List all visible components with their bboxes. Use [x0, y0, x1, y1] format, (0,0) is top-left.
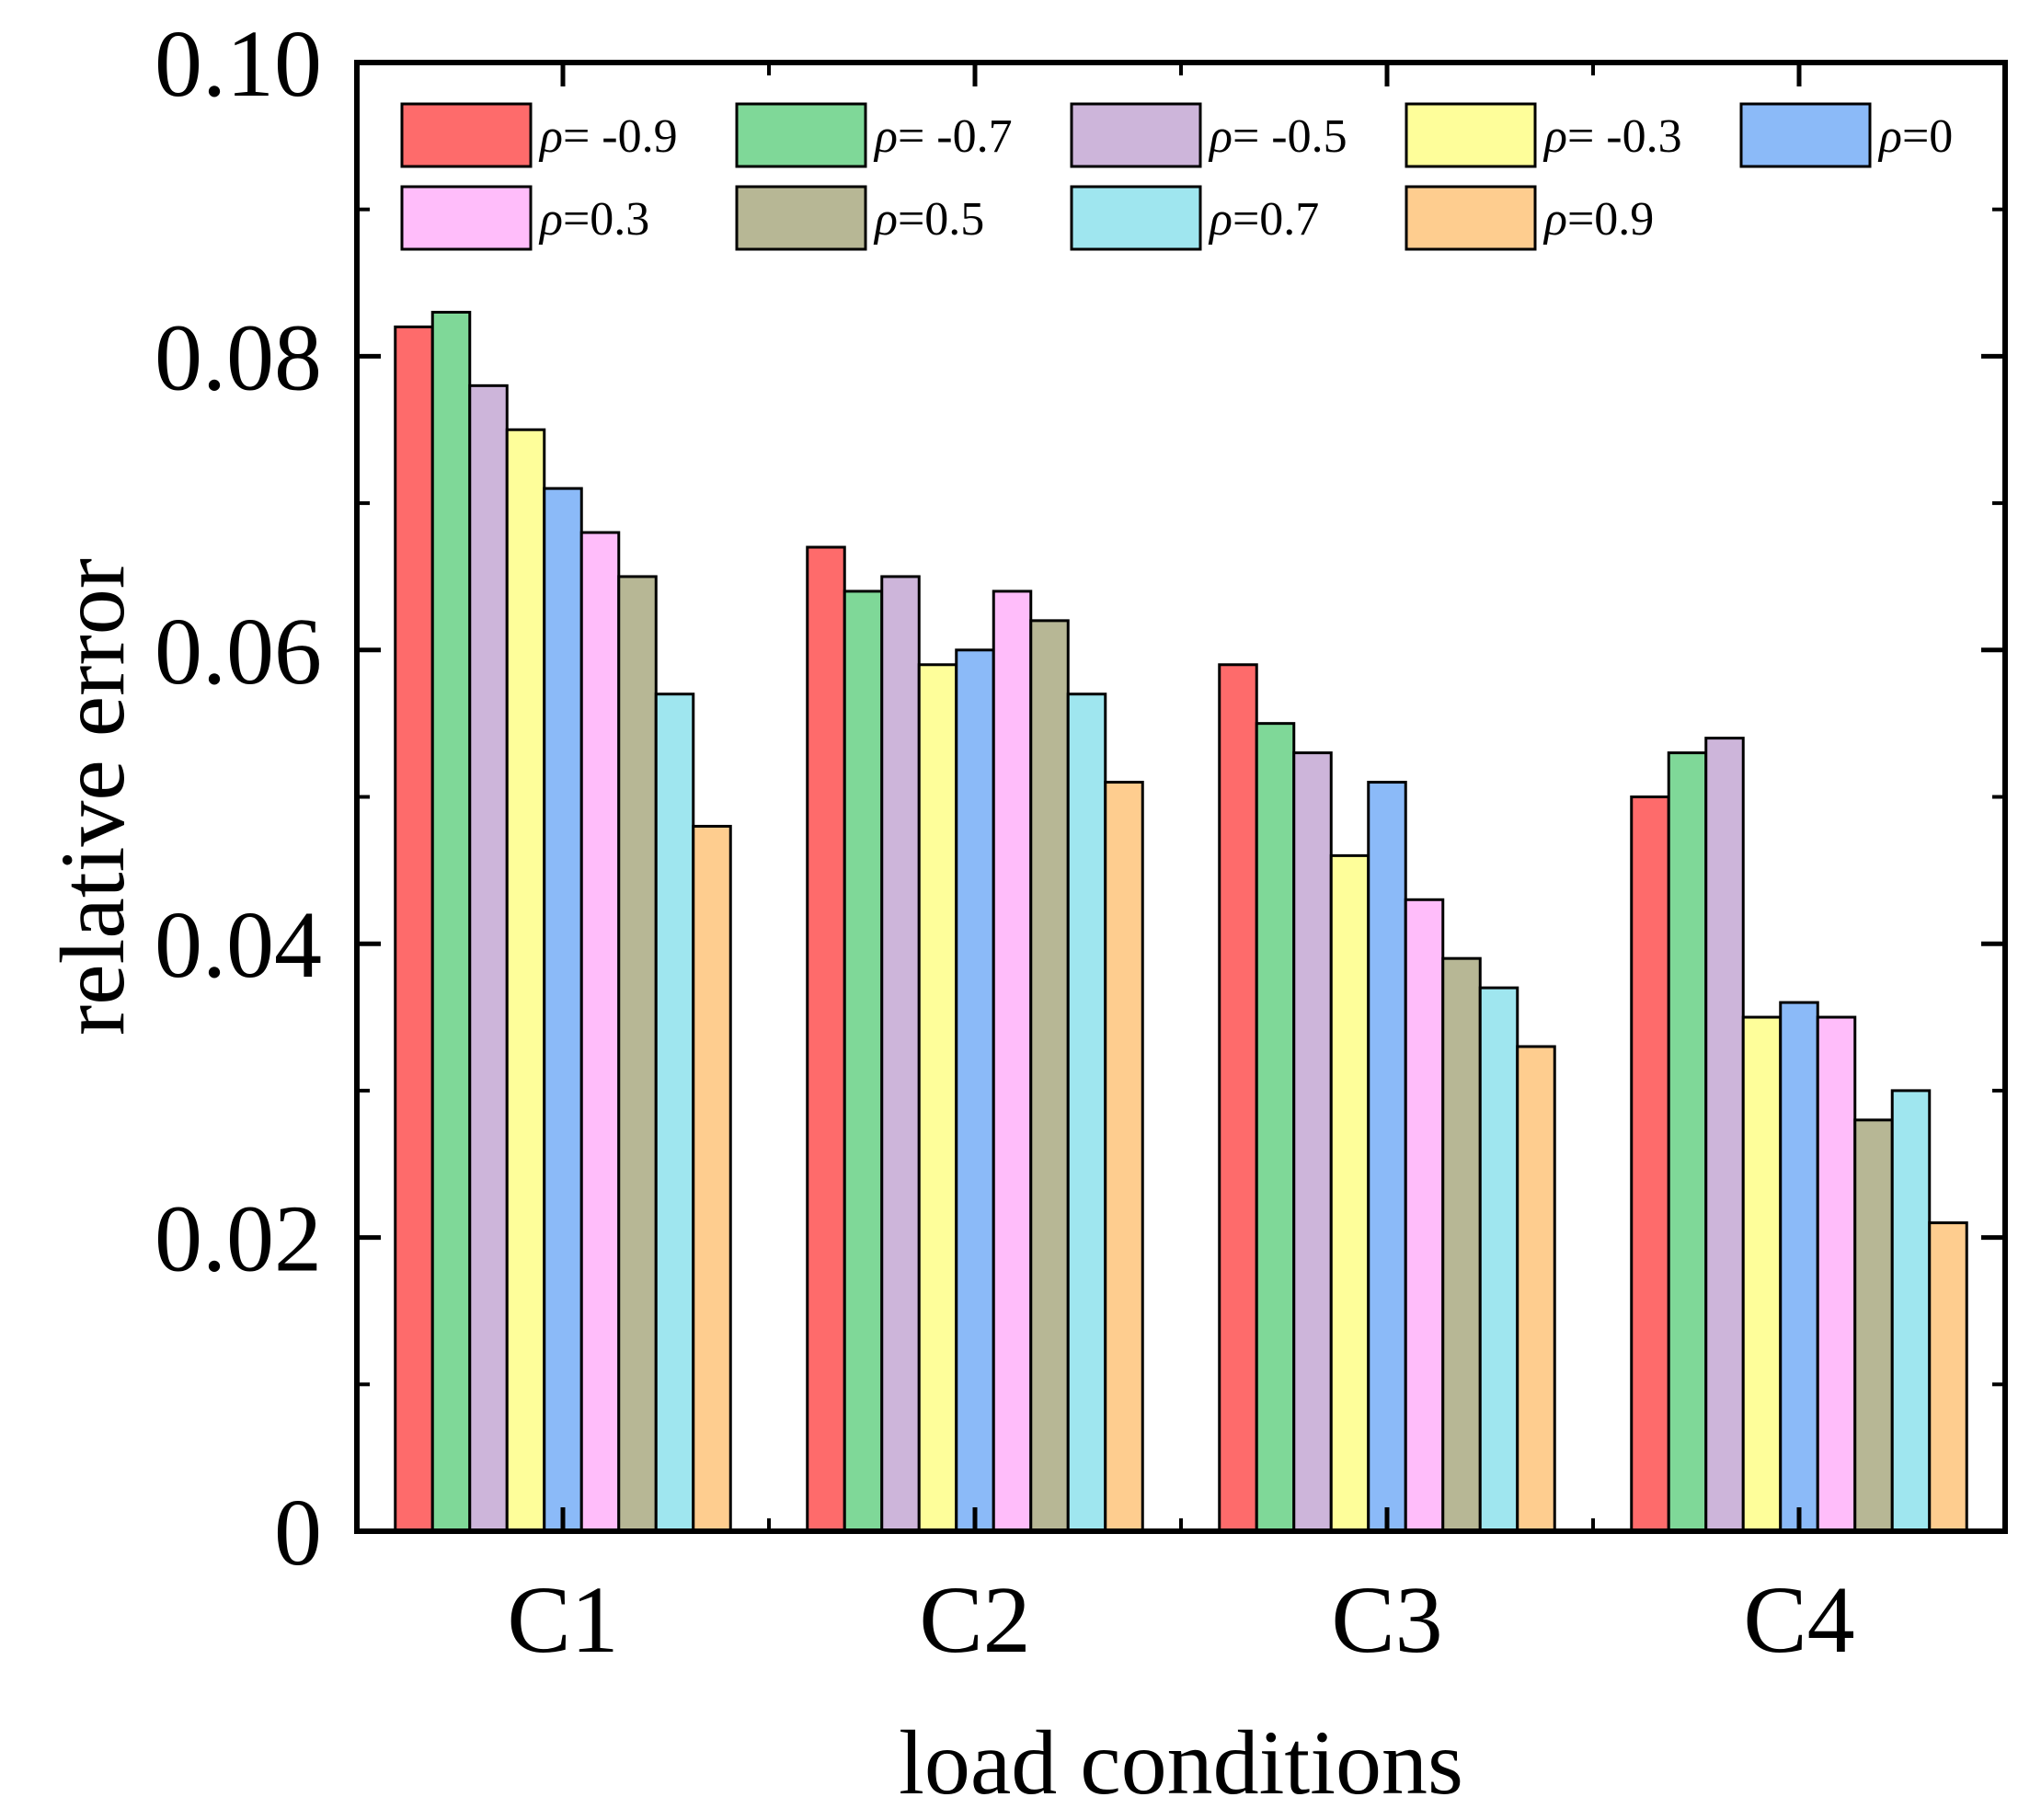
bar: [1704, 737, 1745, 1533]
legend-label: ρ=0.5: [873, 193, 984, 246]
legend-swatch: [1405, 185, 1537, 251]
legend: ρ= -0.9 ρ= -0.7 ρ= -0.5 ρ= -0.3 ρ=0ρ=0.3 ρ=0.…: [400, 102, 1953, 251]
bar: [1104, 781, 1144, 1533]
bar: [1779, 1001, 1819, 1533]
bar: [1255, 722, 1296, 1533]
bar: [1441, 956, 1482, 1533]
legend-label: ρ=0.9: [1542, 193, 1654, 246]
legend-label-symbol: ρ: [873, 110, 898, 163]
legend-swatch: [735, 102, 867, 168]
legend-swatch: [400, 185, 533, 251]
bar: [1816, 1015, 1857, 1533]
bar: [806, 545, 846, 1533]
y-tick-label: 0: [274, 1480, 322, 1585]
legend-label-symbol: ρ: [1542, 193, 1567, 246]
legend-label-value: =0.5: [898, 193, 984, 246]
legend-label-value: = -0.7: [898, 110, 1013, 163]
legend-label: ρ=0.7: [1208, 193, 1319, 246]
legend-label-value: =0: [1902, 110, 1953, 163]
bar: [1630, 796, 1670, 1533]
x-axis-title: load conditions: [899, 1711, 1463, 1814]
legend-label-symbol: ρ: [538, 110, 563, 163]
bar: [1478, 986, 1519, 1533]
y-tick-label: 0.10: [155, 11, 322, 117]
y-axis-title: relative error: [41, 558, 143, 1036]
bar: [394, 325, 434, 1533]
bar: [1667, 751, 1708, 1533]
bar: [1516, 1045, 1556, 1533]
legend-label-value: = -0.5: [1233, 110, 1347, 163]
legend-swatch: [1739, 102, 1872, 168]
bar: [917, 663, 958, 1533]
bar: [1066, 693, 1107, 1533]
bar: [468, 383, 509, 1533]
legend-label: ρ=0.3: [538, 193, 649, 246]
legend-label-symbol: ρ: [1208, 193, 1233, 246]
x-tick-label: C4: [1743, 1567, 1854, 1673]
legend-label-value: =0.9: [1567, 193, 1654, 246]
legend-label-symbol: ρ: [873, 193, 898, 246]
bar: [543, 486, 583, 1533]
bar: [692, 824, 732, 1533]
bar: [654, 693, 695, 1533]
legend-swatch: [400, 102, 533, 168]
legend-label: ρ=0: [1877, 110, 1953, 163]
bar: [1029, 619, 1070, 1533]
legend-swatch: [1070, 185, 1202, 251]
bar: [1890, 1089, 1932, 1533]
legend-label: ρ= -0.7: [873, 110, 1013, 163]
bar: [1218, 663, 1258, 1533]
bars-layer: [394, 310, 1968, 1533]
bar: [579, 531, 621, 1533]
y-tick-label: 0.08: [155, 304, 322, 410]
bar: [955, 648, 995, 1533]
legend-label: ρ= -0.3: [1542, 110, 1682, 163]
bar: [1329, 853, 1370, 1533]
legend-label-symbol: ρ: [1208, 110, 1233, 163]
bar: [617, 575, 658, 1533]
x-tick-label: C2: [919, 1567, 1030, 1673]
legend-swatch: [1070, 102, 1202, 168]
legend-label-value: = -0.3: [1567, 110, 1682, 163]
legend-label: ρ= -0.9: [538, 110, 678, 163]
legend-label-value: = -0.9: [563, 110, 678, 163]
bar: [843, 589, 884, 1533]
x-tick-label: C3: [1331, 1567, 1442, 1673]
ticks-layer: 0 0.02 0.04 0.06 0.08 0.10 C1 C2 C3 C4: [155, 11, 2005, 1673]
bar: [992, 589, 1033, 1533]
legend-swatch: [735, 185, 867, 251]
legend-label-symbol: ρ: [1542, 110, 1567, 163]
y-tick-label: 0.06: [155, 599, 322, 704]
bar: [1367, 781, 1407, 1533]
bar: [1928, 1221, 1968, 1533]
legend-swatch: [1405, 102, 1537, 168]
x-tick-label: C1: [507, 1567, 618, 1673]
bar: [430, 310, 472, 1533]
y-tick-label: 0.02: [155, 1186, 322, 1292]
legend-label-value: =0.3: [563, 193, 649, 246]
bar: [880, 575, 921, 1533]
bar: [1853, 1118, 1894, 1533]
y-tick-label: 0.04: [155, 892, 322, 998]
legend-label: ρ= -0.5: [1208, 110, 1347, 163]
bar: [1292, 751, 1333, 1533]
legend-label-symbol: ρ: [1877, 110, 1902, 163]
legend-label-symbol: ρ: [538, 193, 563, 246]
bar: [1741, 1015, 1783, 1533]
legend-label-value: =0.7: [1233, 193, 1319, 246]
bar: [1404, 898, 1445, 1533]
bar: [505, 428, 546, 1533]
